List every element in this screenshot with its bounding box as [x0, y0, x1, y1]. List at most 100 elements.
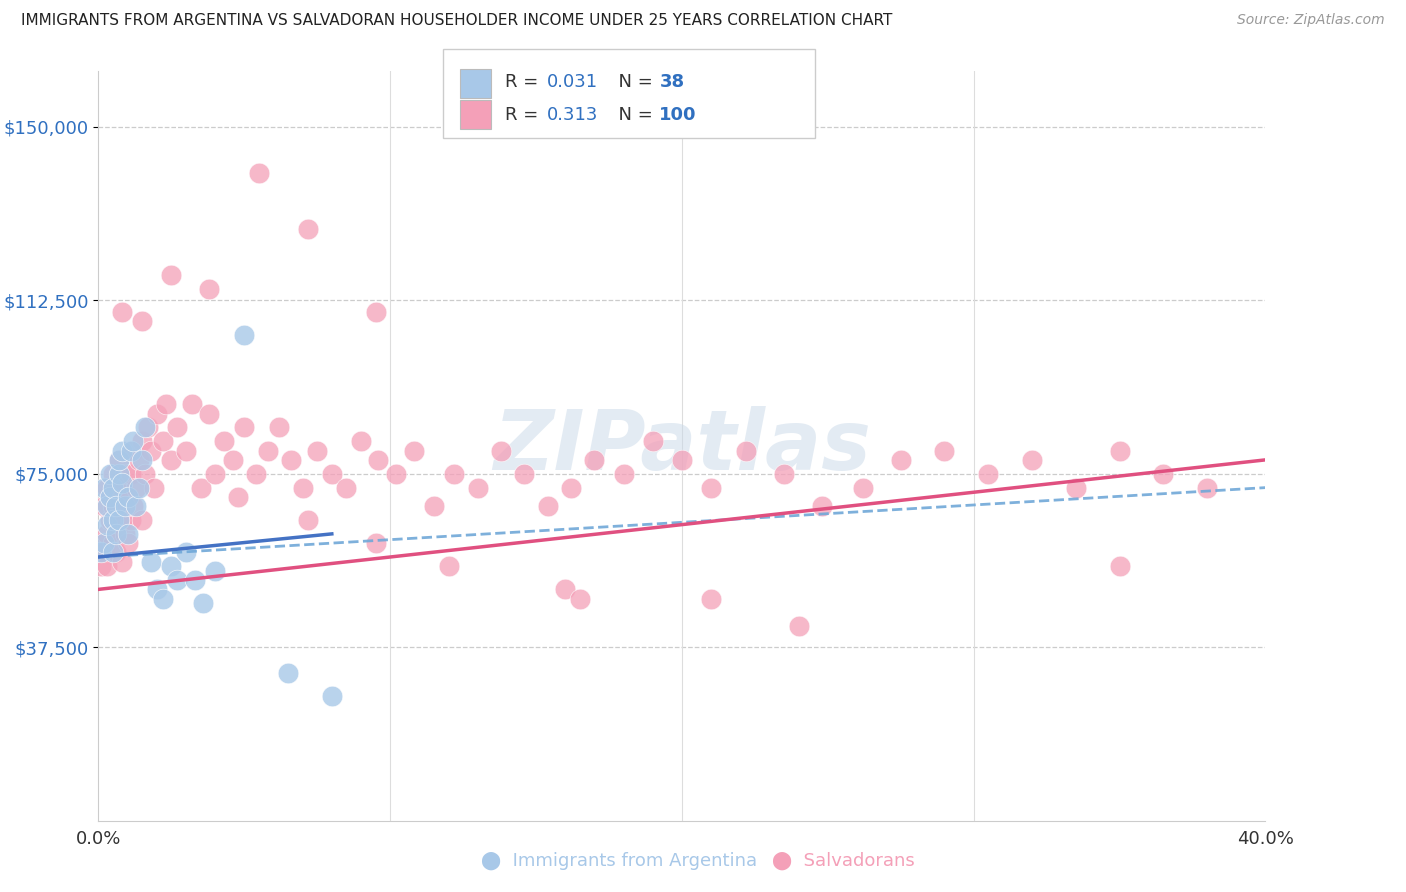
- Point: [131, 314, 153, 328]
- Point: [160, 453, 183, 467]
- Point: [101, 467, 124, 481]
- Point: [256, 443, 278, 458]
- Point: [114, 527, 136, 541]
- Point: [811, 499, 834, 513]
- Point: [111, 305, 134, 319]
- Point: [108, 453, 131, 467]
- Point: [198, 282, 221, 296]
- Point: [489, 443, 512, 458]
- Point: [437, 559, 460, 574]
- Point: [269, 420, 291, 434]
- Text: R =: R =: [505, 106, 544, 124]
- Point: [93, 545, 115, 559]
- Point: [104, 481, 127, 495]
- Point: [90, 559, 112, 574]
- Point: [128, 481, 150, 495]
- Point: [641, 434, 664, 449]
- Point: [111, 481, 134, 495]
- Point: [245, 467, 267, 481]
- Point: [139, 555, 162, 569]
- Point: [96, 559, 118, 574]
- Point: [350, 434, 373, 449]
- Point: [111, 555, 134, 569]
- Point: [125, 481, 148, 495]
- Point: [423, 499, 446, 513]
- Point: [98, 467, 121, 481]
- Text: R =: R =: [505, 73, 544, 91]
- Point: [93, 536, 115, 550]
- Text: ZIPatlas: ZIPatlas: [494, 406, 870, 486]
- Point: [233, 420, 256, 434]
- Point: [443, 467, 465, 481]
- Point: [700, 591, 723, 606]
- Point: [560, 481, 582, 495]
- Point: [155, 397, 177, 411]
- Point: [108, 499, 131, 513]
- Point: [977, 467, 1000, 481]
- Point: [1195, 481, 1218, 495]
- Point: [204, 564, 226, 578]
- Point: [183, 573, 205, 587]
- Point: [98, 490, 121, 504]
- Point: [108, 453, 131, 467]
- Point: [583, 453, 606, 467]
- Point: [131, 434, 153, 449]
- Point: [134, 420, 156, 434]
- Text: 100: 100: [659, 106, 697, 124]
- Point: [90, 536, 112, 550]
- Point: [335, 481, 357, 495]
- Point: [114, 499, 136, 513]
- Point: [117, 490, 139, 504]
- Point: [364, 305, 387, 319]
- Point: [96, 527, 118, 541]
- Point: [111, 513, 134, 527]
- Point: [247, 166, 270, 180]
- Point: [367, 453, 389, 467]
- Point: [104, 499, 127, 513]
- Text: IMMIGRANTS FROM ARGENTINA VS SALVADORAN HOUSEHOLDER INCOME UNDER 25 YEARS CORREL: IMMIGRANTS FROM ARGENTINA VS SALVADORAN …: [21, 13, 893, 29]
- Point: [174, 443, 197, 458]
- Point: [96, 481, 118, 495]
- Point: [104, 527, 127, 541]
- Point: [152, 434, 174, 449]
- Text: 0.313: 0.313: [547, 106, 599, 124]
- Point: [700, 481, 723, 495]
- Point: [93, 481, 115, 495]
- Point: [554, 582, 576, 597]
- Text: ⬤  Salvadorans: ⬤ Salvadorans: [772, 851, 915, 870]
- Point: [233, 328, 256, 343]
- Text: N =: N =: [607, 106, 659, 124]
- Point: [787, 619, 810, 633]
- Point: [307, 443, 329, 458]
- Point: [111, 475, 134, 490]
- Point: [131, 453, 153, 467]
- Point: [160, 268, 183, 282]
- Point: [190, 481, 212, 495]
- Point: [321, 689, 343, 703]
- Point: [852, 481, 875, 495]
- Point: [104, 545, 127, 559]
- Point: [134, 467, 156, 481]
- Point: [166, 573, 188, 587]
- Point: [117, 527, 139, 541]
- Point: [321, 467, 343, 481]
- Point: [136, 420, 159, 434]
- Point: [101, 545, 124, 559]
- Point: [1152, 467, 1174, 481]
- Point: [117, 490, 139, 504]
- Point: [297, 513, 319, 527]
- Point: [111, 443, 134, 458]
- Point: [120, 513, 142, 527]
- Point: [385, 467, 408, 481]
- Point: [160, 559, 183, 574]
- Point: [122, 499, 145, 513]
- Point: [96, 499, 118, 513]
- Point: [152, 591, 174, 606]
- Point: [198, 407, 221, 421]
- Point: [101, 536, 124, 550]
- Point: [1108, 559, 1130, 574]
- Point: [180, 397, 202, 411]
- Point: [612, 467, 634, 481]
- Point: [128, 453, 150, 467]
- Text: 0.031: 0.031: [547, 73, 598, 91]
